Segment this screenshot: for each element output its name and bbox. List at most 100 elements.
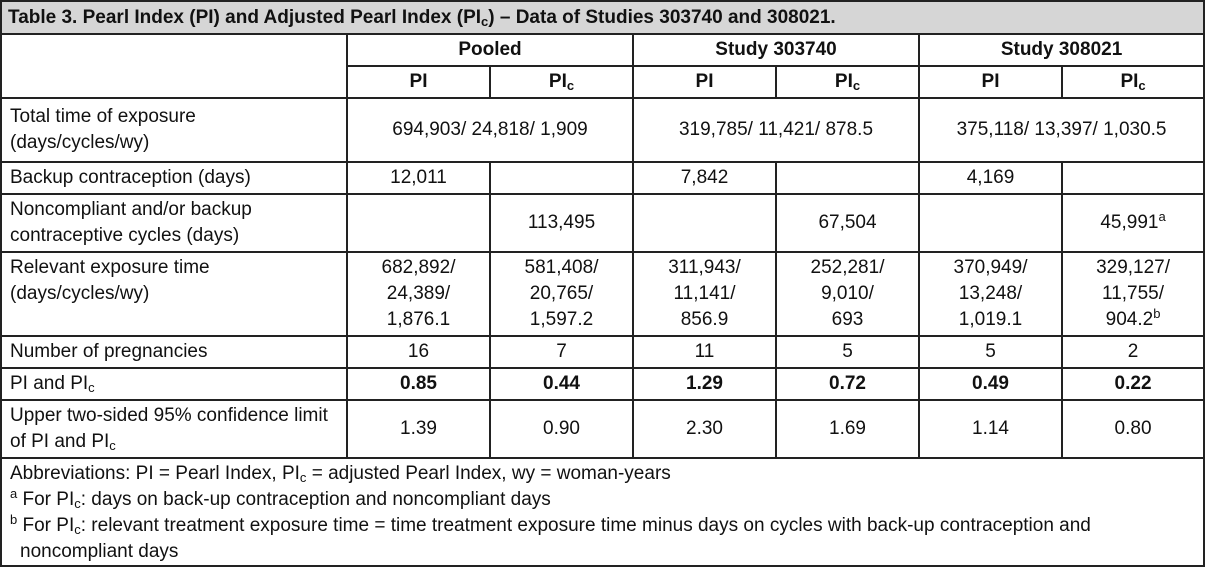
table-cell [918, 193, 1063, 253]
row-label-noncompliant: Noncompliant and/or backup contraceptive… [0, 193, 348, 253]
cell-line: 24,389/ [386, 283, 451, 304]
cell-value: 904.2 [1105, 309, 1154, 330]
row-label-pi: PI and PIc [0, 367, 348, 401]
footnote-marker: b [10, 512, 18, 527]
table-cell: 12,011 [346, 161, 491, 195]
cell-line: 856.9 [680, 309, 729, 330]
cell-line: 11,141/ [673, 283, 736, 304]
table-cell: 370,949/ 13,248/ 1,019.1 [918, 251, 1063, 337]
col-header-pic-base: PI [1120, 71, 1139, 92]
table-cell: 329,127/ 11,755/ 904.2b [1060, 251, 1205, 337]
cell-line: 11,755/ [1102, 283, 1165, 304]
col-header-pic: PIc [1060, 65, 1205, 99]
row-label-relevant: Relevant exposure time (days/cycles/wy) [0, 251, 348, 337]
col-header-pi: PI [918, 65, 1063, 99]
table-cell: 5 [775, 335, 920, 369]
table-title-text-end: ) – Data of Studies 303740 and 308021. [488, 6, 836, 28]
table-cell: 113,495 [489, 193, 634, 253]
table-cell: 1.69 [775, 399, 920, 459]
footnote-abbreviations: Abbreviations: PI = Pearl Index, PIc = a… [10, 461, 1195, 487]
table-cell: 0.72 [775, 367, 920, 401]
cell-line: 1,019.1 [958, 309, 1023, 330]
col-header-pic: PIc [775, 65, 920, 99]
cell-line: 370,949/ [953, 257, 1028, 278]
cell-exposure-303740: 319,785/ 11,421/ 878.5 [632, 97, 920, 163]
table-row: Noncompliant and/or backup contraceptive… [0, 193, 1205, 253]
row-label-upper: Upper two-sided 95% confidence limit of … [0, 399, 348, 459]
table-cell: 0.90 [489, 399, 634, 459]
table-cell: 1.14 [918, 399, 1063, 459]
table-cell: 2 [1060, 335, 1205, 369]
group-header-pooled: Pooled [346, 33, 634, 67]
cell-line: 904.2b [1071, 307, 1195, 333]
cell-exposure-308021: 375,118/ 13,397/ 1,030.5 [917, 97, 1205, 163]
footnote-marker-a: a [1158, 209, 1166, 224]
cell-line: 9,010/ [821, 283, 874, 304]
table-cell: 311,943/ 11,141/ 856.9 [632, 251, 777, 337]
table-row: PI and PIc 0.85 0.44 1.29 0.72 0.49 0.22 [0, 367, 1205, 401]
row-label-backup: Backup contraception (days) [0, 161, 348, 195]
footnote-subscript: c [74, 496, 81, 511]
col-header-pic-base: PI [548, 71, 567, 92]
table-cell: 0.49 [918, 367, 1063, 401]
table-cell: 581,408/ 20,765/ 1,597.2 [489, 251, 634, 337]
cell-value: 45,991 [1100, 212, 1159, 233]
pearl-index-table: Table 3. Pearl Index (PI) and Adjusted P… [0, 0, 1205, 567]
table-cell: 5 [918, 335, 1063, 369]
cell-line: 581,408/ [524, 257, 599, 278]
cell-line: 20,765/ [529, 283, 594, 304]
row-label-subscript: c [109, 438, 116, 453]
cell-line: 252,281/ [810, 257, 885, 278]
col-header-pic-subscript: c [566, 78, 575, 93]
cell-line: 682,892/ [381, 257, 456, 278]
table-title: Table 3. Pearl Index (PI) and Adjusted P… [0, 0, 1205, 35]
table-cell: 7 [489, 335, 634, 369]
col-header-pic-base: PI [834, 71, 853, 92]
footnote-b: b For PIc: relevant treatment exposure t… [10, 513, 1195, 565]
group-header-study-308021: Study 308021 [917, 33, 1205, 67]
footnote-text: Abbreviations: PI = Pearl Index, PI [10, 463, 300, 484]
footnote-text: For PI [17, 489, 75, 510]
table-cell: 0.44 [489, 367, 634, 401]
footnote-marker-b: b [1153, 306, 1161, 321]
footnote-row: Abbreviations: PI = Pearl Index, PI c = a… [0, 457, 1205, 567]
table-cell [489, 161, 634, 195]
table-cell [1060, 161, 1205, 195]
table-row: Number of pregnancies 16 7 11 5 5 2 [0, 335, 1205, 369]
table-cell: 7,842 [632, 161, 777, 195]
table-cell: 1.29 [632, 367, 777, 401]
table-cell: 67,504 [775, 193, 920, 253]
col-header-pic-subscript: c [852, 78, 861, 93]
cell-exposure-pooled: 694,903/ 24,818/ 1,909 [346, 97, 634, 163]
footnote-text: = adjusted Pearl Index, wy = woman-years [306, 463, 671, 484]
footnote-text: For PI [17, 515, 75, 536]
group-header-row: Pooled Study 303740 Study 308021 [0, 33, 1205, 99]
table-cell: 682,892/ 24,389/ 1,876.1 [346, 251, 491, 337]
table-cell [632, 193, 777, 253]
table-cell: 1.39 [346, 399, 491, 459]
row-label-pregnancies: Number of pregnancies [0, 335, 348, 369]
table-cell [346, 193, 491, 253]
footnote-subscript: c [74, 522, 81, 537]
footnote-marker: a [10, 486, 18, 501]
header-empty-cell [0, 33, 348, 99]
cell-line: 329,127/ [1096, 257, 1171, 278]
footnotes: Abbreviations: PI = Pearl Index, PI c = a… [0, 457, 1205, 567]
table-row: Upper two-sided 95% confidence limit of … [0, 399, 1205, 459]
col-header-pi: PI [632, 65, 777, 99]
cell-line: 13,248/ [958, 283, 1023, 304]
cell-line: 693 [831, 309, 864, 330]
table-row: Relevant exposure time (days/cycles/wy) … [0, 251, 1205, 337]
table-cell: 45,991a [1060, 193, 1205, 253]
table-cell: 0.22 [1060, 367, 1205, 401]
cell-line: 1,876.1 [386, 309, 451, 330]
row-label-exposure: Total time of exposure (days/cycles/wy) [0, 97, 348, 163]
table-cell [775, 161, 920, 195]
group-header-study-303740: Study 303740 [632, 33, 920, 67]
row-label-subscript: c [88, 380, 95, 395]
col-header-pic-subscript: c [1138, 78, 1146, 93]
footnote-text: : days on back-up contraception and nonc… [80, 489, 551, 510]
table-cell: 252,281/ 9,010/ 693 [775, 251, 920, 337]
table-title-subscript: c [481, 13, 489, 29]
